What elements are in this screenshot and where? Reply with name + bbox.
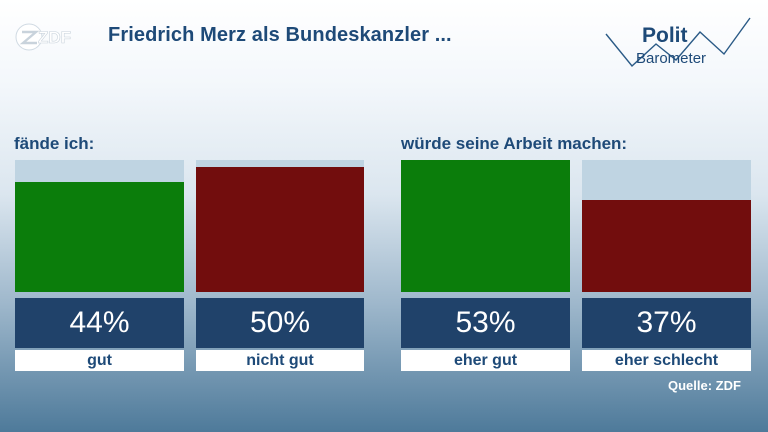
- section-label-left: fände ich:: [14, 134, 95, 153]
- value-label-eher-schlecht: 37%: [582, 298, 751, 348]
- brand-polit: Polit: [642, 24, 688, 47]
- category-label-eher-gut: eher gut: [401, 350, 570, 371]
- bar-gut: [15, 182, 184, 292]
- politbarometer-zigzag: [605, 17, 751, 68]
- bar-track-nicht-gut: [196, 160, 364, 292]
- bar-eher-schlecht: [582, 199, 751, 292]
- bar-track-eher-gut: [401, 160, 570, 292]
- category-label-nicht-gut: nicht gut: [196, 350, 364, 371]
- zdf-logo: ZDF: [14, 22, 78, 52]
- bar-eher-gut: [401, 160, 570, 292]
- value-label-nicht-gut: 50%: [196, 298, 364, 348]
- zdf-logo-text: ZDF: [38, 28, 71, 47]
- value-label-gut: 44%: [15, 298, 184, 348]
- category-label-gut: gut: [15, 350, 184, 371]
- section-label-right: würde seine Arbeit machen:: [401, 134, 628, 153]
- category-label-eher-schlecht: eher schlecht: [582, 350, 751, 371]
- value-label-eher-gut: 53%: [401, 298, 570, 348]
- source-label: Quelle: ZDF: [668, 378, 741, 393]
- brand-barometer: Barometer: [636, 50, 707, 67]
- page-title: Friedrich Merz als Bundeskanzler ...: [108, 24, 452, 46]
- bar-nicht-gut: [196, 167, 364, 292]
- politbarometer-logo: Polit Barometer: [604, 14, 754, 74]
- bar-track-eher-schlecht: [582, 160, 751, 292]
- bar-track-gut: [15, 160, 184, 292]
